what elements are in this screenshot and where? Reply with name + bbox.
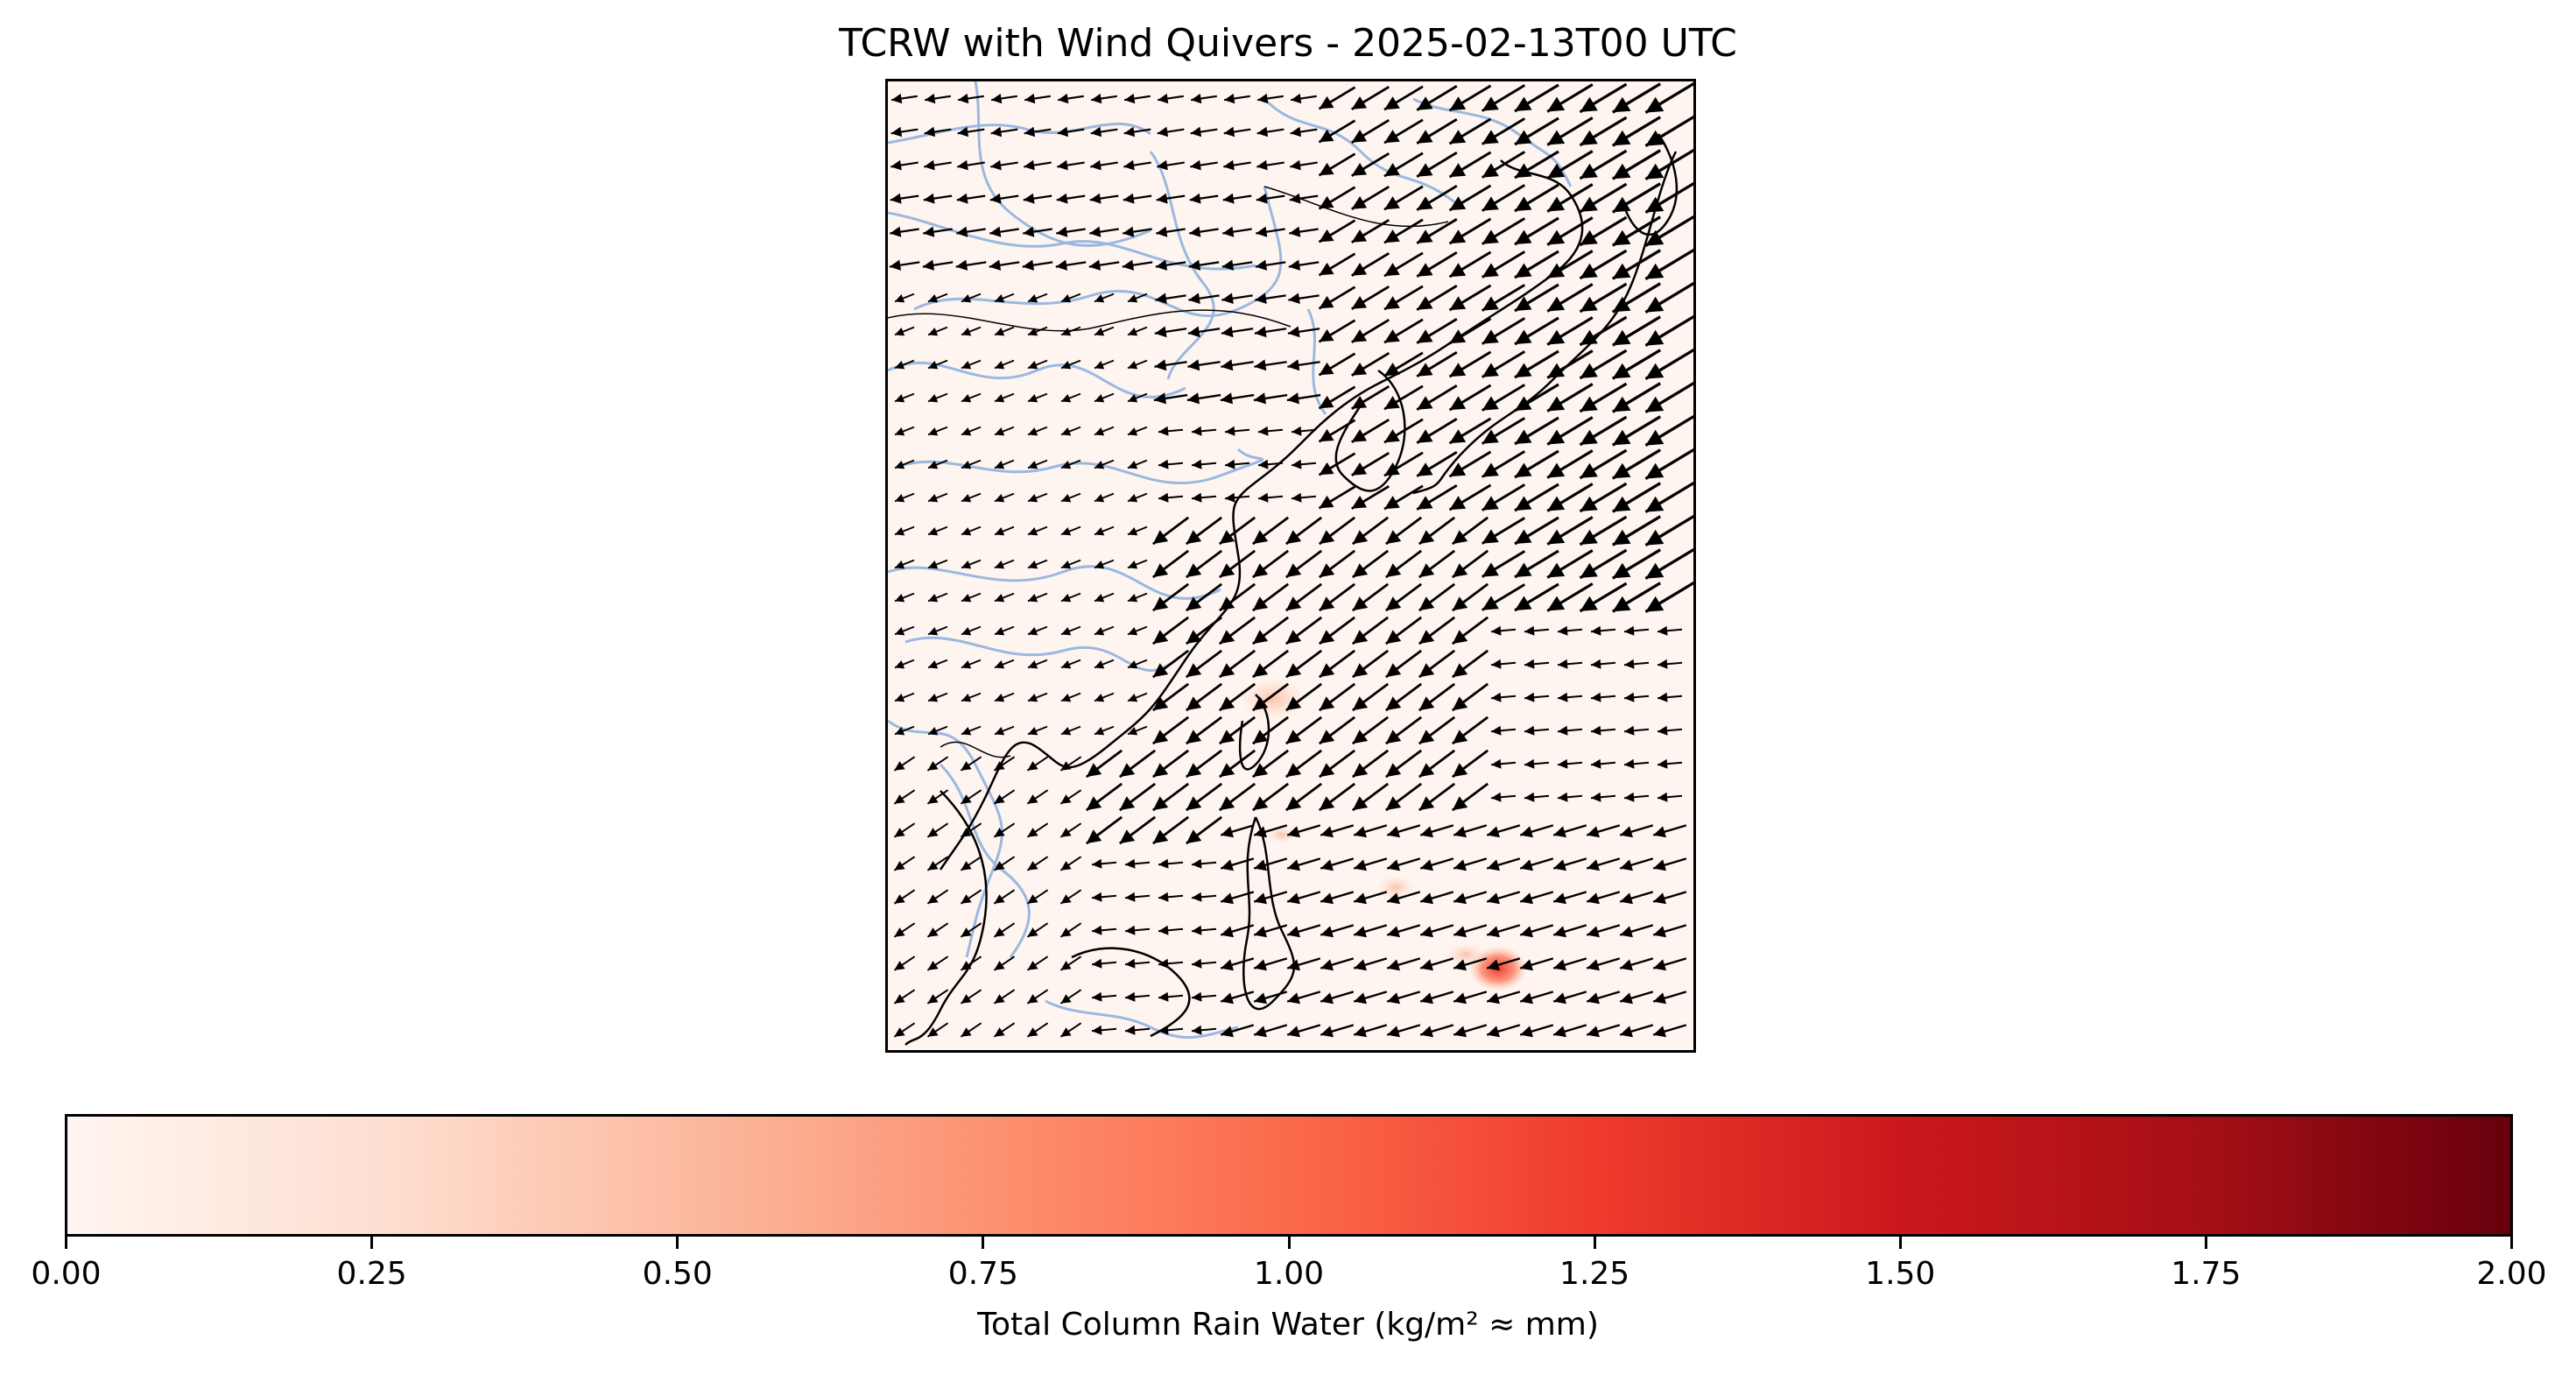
map-background: [888, 81, 1693, 1050]
colorbar-tick-label: 2.00: [2442, 1254, 2576, 1294]
rain-blob: [1238, 676, 1308, 722]
colorbar-tick-label: 1.25: [1524, 1254, 1665, 1294]
colorbar-tick-mark: [1899, 1237, 1902, 1249]
colorbar: [65, 1114, 2513, 1237]
map-svg: [888, 81, 1693, 1050]
colorbar-tick-mark: [676, 1237, 679, 1249]
colorbar-tick-mark: [65, 1237, 67, 1249]
colorbar-tick-mark: [1288, 1237, 1291, 1249]
colorbar-tick-label: 1.75: [2136, 1254, 2276, 1294]
colorbar-tick-label: 0.00: [0, 1254, 137, 1294]
colorbar-tick-label: 1.50: [1830, 1254, 1970, 1294]
colorbar-tick-mark: [2510, 1237, 2513, 1249]
colorbar-tick-label: 0.50: [608, 1254, 748, 1294]
colorbar-tick-label: 0.75: [913, 1254, 1053, 1294]
colorbar-tick-mark: [982, 1237, 984, 1249]
map-panel: [885, 79, 1696, 1053]
colorbar-tick-mark: [2205, 1237, 2207, 1249]
rain-blob: [1445, 942, 1487, 967]
chart-title: TCRW with Wind Quivers - 2025-02-13T00 U…: [0, 19, 2576, 68]
colorbar-tick-mark: [370, 1237, 373, 1249]
colorbar-label: Total Column Rain Water (kg/m² ≈ mm): [0, 1305, 2576, 1345]
colorbar-tick-mark: [1594, 1237, 1596, 1249]
colorbar-tick-label: 0.25: [302, 1254, 442, 1294]
colorbar-tick-label: 1.00: [1219, 1254, 1359, 1294]
